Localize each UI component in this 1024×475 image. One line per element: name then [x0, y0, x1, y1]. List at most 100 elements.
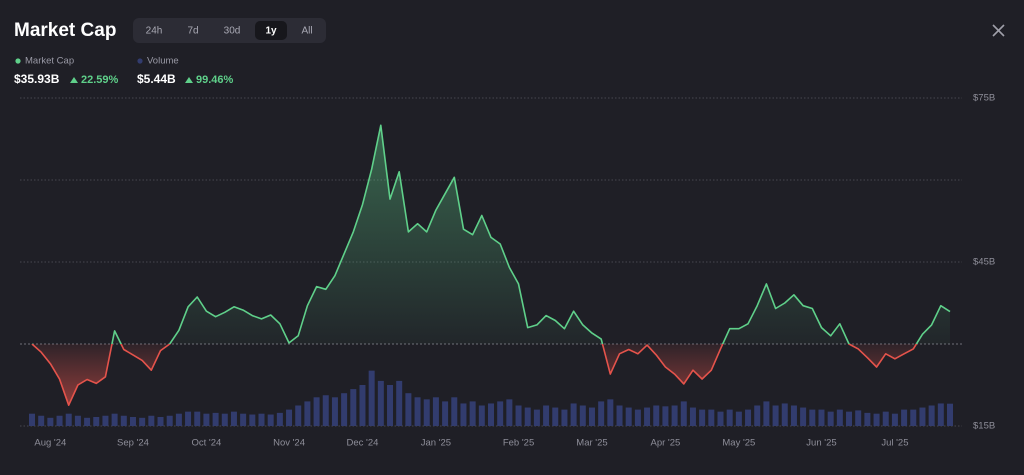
- legend-dot: [15, 58, 21, 64]
- legend-value: $5.44B: [137, 72, 176, 86]
- volume-bar: [65, 413, 72, 426]
- volume-bar: [570, 403, 577, 426]
- volume-bar: [781, 403, 788, 426]
- volume-bar: [910, 409, 917, 426]
- tab[interactable]: 1y: [265, 26, 277, 37]
- x-tick-label: Sep '24: [117, 438, 149, 449]
- market-cap-area: [32, 125, 950, 406]
- volume-bar: [111, 413, 118, 426]
- x-tick-label: Jul '25: [881, 438, 908, 449]
- volume-bar: [148, 415, 155, 426]
- volume-bar: [846, 411, 853, 426]
- volume-bar: [919, 407, 926, 426]
- volume-bar: [74, 415, 81, 426]
- volume-bar: [442, 401, 449, 426]
- volume-bar: [56, 415, 63, 426]
- volume-bar: [699, 409, 706, 426]
- volume-bar: [506, 399, 513, 426]
- y-tick-label: $45B: [973, 257, 995, 268]
- volume-bar: [405, 393, 412, 426]
- volume-bar: [901, 409, 908, 426]
- volume-bar: [552, 407, 559, 426]
- volume-bar: [460, 403, 467, 426]
- volume-bar: [497, 401, 504, 426]
- volume-bar: [249, 414, 256, 426]
- tab[interactable]: All: [301, 26, 312, 37]
- legend-change: 22.59%: [81, 74, 119, 86]
- legend-label: Volume: [147, 56, 179, 67]
- volume-bar: [414, 397, 421, 426]
- y-tick-label: $75B: [973, 93, 995, 104]
- volume-bar: [267, 414, 274, 426]
- volume-bar: [221, 413, 228, 426]
- volume-bar: [818, 409, 825, 426]
- volume-bar: [230, 411, 237, 426]
- volume-bar: [47, 417, 54, 426]
- volume-bar: [341, 393, 348, 426]
- x-tick-label: Jan '25: [421, 438, 451, 449]
- volume-bar: [120, 415, 127, 426]
- volume-bar: [543, 405, 550, 426]
- volume-bar: [598, 401, 605, 426]
- x-tick-label: Feb '25: [503, 438, 534, 449]
- volume-bar: [937, 403, 944, 426]
- up-arrow: [70, 77, 78, 83]
- volume-bar: [836, 409, 843, 426]
- legend-value: $35.93B: [14, 72, 60, 86]
- volume-bar: [524, 407, 531, 426]
- volume-bar: [671, 405, 678, 426]
- volume-bar: [368, 370, 375, 426]
- volume-bar: [855, 410, 862, 426]
- tab[interactable]: 24h: [146, 26, 163, 37]
- volume-bar: [432, 397, 439, 426]
- volume-bar: [488, 403, 494, 426]
- market-cap-line: [31, 124, 951, 406]
- close-icon[interactable]: [992, 24, 1005, 37]
- y-tick-label: $15B: [973, 421, 995, 432]
- volume-bar: [864, 412, 871, 426]
- volume-bar: [258, 413, 265, 426]
- volume-bar: [726, 409, 733, 426]
- volume-bar: [396, 380, 403, 426]
- volume-bar: [166, 415, 173, 426]
- tab[interactable]: 7d: [187, 26, 198, 37]
- volume-bar: [800, 407, 807, 426]
- volume-bar: [377, 380, 384, 426]
- volume-bar: [93, 416, 100, 426]
- volume-bar: [772, 405, 779, 426]
- tab[interactable]: 30d: [224, 26, 241, 37]
- x-tick-label: Mar '25: [576, 438, 607, 449]
- volume-bar: [873, 413, 880, 426]
- volume-bar: [662, 406, 669, 426]
- x-tick-label: Dec '24: [347, 438, 379, 449]
- volume-bar: [478, 405, 485, 426]
- legend-label: Market Cap: [25, 56, 74, 67]
- volume-bar: [240, 413, 247, 426]
- close-button[interactable]: [992, 24, 1005, 37]
- volume-bar: [295, 405, 302, 426]
- volume-bar: [607, 399, 614, 426]
- title: Market Cap: [14, 20, 116, 41]
- volume-bar: [129, 416, 136, 426]
- volume-bar: [882, 411, 889, 426]
- volume-bar: [286, 409, 293, 426]
- tab-active-bg[interactable]: [255, 21, 287, 40]
- volume-bar: [84, 417, 91, 426]
- volume-bar: [102, 415, 109, 426]
- volume-bar: [735, 411, 742, 426]
- volume-bar: [579, 405, 586, 426]
- volume-bar: [29, 413, 35, 426]
- volume-bar: [763, 401, 770, 426]
- volume-bar: [515, 405, 522, 426]
- volume-bar: [809, 409, 816, 426]
- volume-bar: [708, 409, 715, 426]
- volume-bar: [928, 405, 935, 426]
- volume-bar: [634, 409, 641, 426]
- volume-bar: [891, 413, 898, 426]
- volume-bar: [38, 415, 45, 426]
- volume-bar: [203, 413, 210, 426]
- volume-bar: [717, 411, 724, 426]
- x-tick-label: Aug '24: [34, 438, 66, 449]
